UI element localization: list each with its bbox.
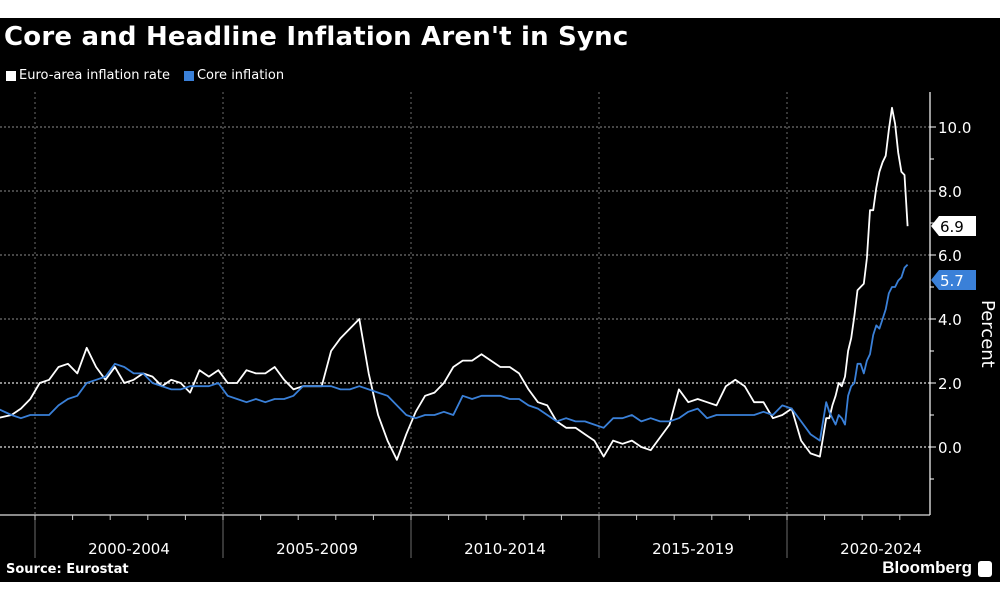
legend: Euro-area inflation rate Core inflation [6,68,284,83]
source-note: Source: Eurostat [6,562,129,577]
series-line-core [0,263,909,442]
end-label-box [931,270,976,290]
y-tick-label: 8.0 [938,183,962,201]
legend-item-headline: Euro-area inflation rate [6,68,170,83]
x-tick-label: 2000-2004 [88,540,170,558]
y-tick-label: 4.0 [938,311,962,329]
y-tick-label: 0.0 [938,439,962,457]
legend-swatch-core [183,70,194,81]
end-label-value: 5.7 [940,272,964,290]
x-tick-label: 2015-2019 [652,540,734,558]
legend-item-core: Core inflation [183,68,285,83]
x-tick-label: 2005-2009 [276,540,358,558]
end-label-core: 5.7 [931,270,976,290]
x-tick-label: 2010-2014 [464,540,546,558]
y-tick-label: 6.0 [938,247,962,265]
series-line-headline [0,106,909,461]
chart-title: Core and Headline Inflation Aren't in Sy… [4,22,629,52]
y-axis-title: Percent [977,300,998,368]
legend-swatch-headline [6,70,16,81]
y-tick-label: 2.0 [938,375,962,393]
end-label-headline: 6.9 [931,216,976,236]
end-label-box [931,216,976,236]
chart-background [0,18,1000,582]
bloomberg-chart-icon [978,561,992,577]
bloomberg-logo: Bloomberg [882,558,972,577]
legend-label-headline: Euro-area inflation rate [19,68,170,83]
legend-label-core: Core inflation [196,68,285,83]
x-tick-label: 2020-2024 [840,540,922,558]
end-label-value: 6.9 [940,218,964,236]
y-tick-label: 10.0 [938,119,971,137]
